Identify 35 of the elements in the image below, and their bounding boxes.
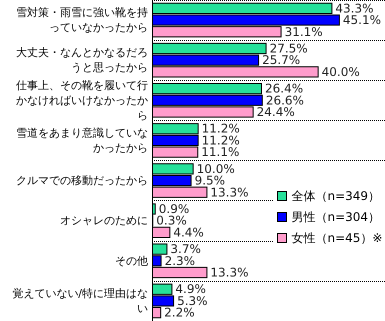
data-label: 4.9% bbox=[175, 282, 206, 296]
data-label: 26.4% bbox=[264, 82, 304, 96]
data-label: 0.3% bbox=[156, 214, 187, 228]
data-label: 13.3% bbox=[210, 266, 249, 280]
data-label: 26.6% bbox=[266, 93, 304, 108]
data-label: 9.5% bbox=[194, 174, 226, 188]
data-label: 13.3% bbox=[210, 185, 249, 200]
y-tick-label: 雪道をあまり意識していなかったから bbox=[16, 126, 148, 154]
legend-label: 女性（n=45）※ bbox=[292, 231, 382, 245]
data-label: 27.5% bbox=[270, 42, 308, 56]
data-label: 2.2% bbox=[164, 306, 195, 320]
y-tick-label: 大丈夫・なんとかなるだろうと思ったから bbox=[16, 46, 148, 74]
data-label: 45.1% bbox=[342, 13, 382, 28]
data-label: 43.3% bbox=[335, 1, 374, 16]
legend-label: 全体（n=349） bbox=[292, 189, 380, 203]
data-label: 31.1% bbox=[284, 24, 323, 39]
y-tick-label: 仕事上、その靴を履いて行かなければいけなかったから bbox=[16, 78, 148, 122]
data-label: 10.0% bbox=[196, 162, 235, 176]
data-label: 11.1% bbox=[201, 145, 240, 160]
legend-label: 男性（n=304） bbox=[292, 210, 380, 224]
data-label: 11.2% bbox=[202, 133, 240, 148]
y-tick-label: クルマでの移動だったから bbox=[16, 174, 148, 188]
data-label: 2.3% bbox=[164, 254, 196, 268]
data-label: 3.7% bbox=[170, 242, 201, 256]
data-label: 5.3% bbox=[177, 294, 208, 308]
data-label: 25.7% bbox=[262, 53, 300, 68]
data-label: 4.4% bbox=[173, 225, 204, 240]
data-label: 24.4% bbox=[256, 105, 295, 119]
y-tick-label: 雪対策・雨雪に強い靴を持っていなかったから bbox=[16, 6, 148, 34]
data-label: 40.0% bbox=[322, 64, 360, 79]
y-tick-label: オシャレのために bbox=[60, 214, 148, 228]
y-tick-label: 覚えていない/特に理由はない bbox=[12, 286, 148, 315]
data-label: 11.2% bbox=[202, 122, 240, 136]
data-label: 0.9% bbox=[158, 202, 190, 216]
y-tick-label: その他 bbox=[115, 254, 148, 268]
